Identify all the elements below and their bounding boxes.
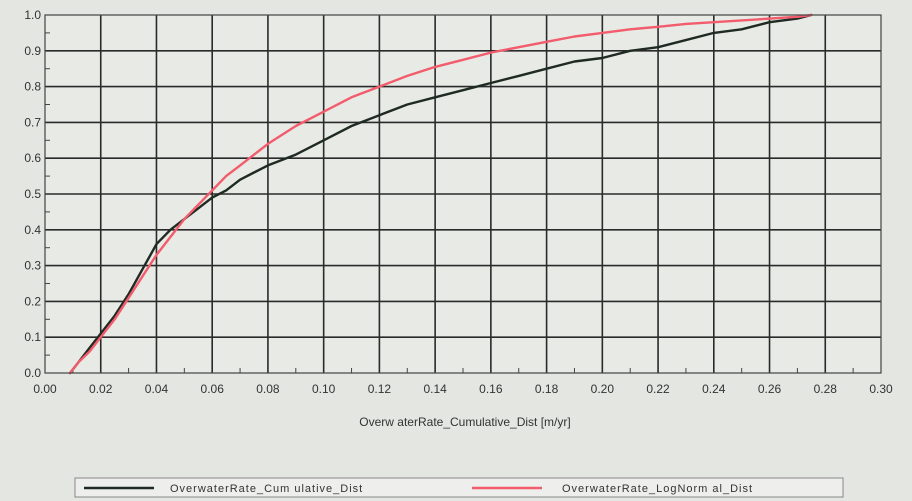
legend: OverwaterRate_Cum ulative_Dist Overwater…: [74, 477, 844, 498]
legend-label-lognormal: OverwaterRate_LogNorm al_Dist: [562, 483, 753, 495]
x-tick-label: 0.08: [256, 382, 280, 396]
x-axis-title: Overw aterRate_Cumulative_Dist [m/yr]: [359, 415, 570, 429]
x-tick-label: 0.00: [33, 382, 57, 396]
plot-border: [44, 14, 882, 374]
x-tick-label: 0.06: [201, 382, 225, 396]
x-tick-label: 0.16: [479, 382, 503, 396]
legend-box: [74, 477, 844, 498]
y-tick-label: 1.0: [24, 8, 41, 22]
x-tick-label: 0.24: [702, 382, 726, 396]
x-tick-label: 0.30: [869, 382, 893, 396]
y-tick-label: 0.3: [24, 259, 41, 273]
y-tick-label: 0.2: [24, 294, 41, 308]
y-tick-label: 0.7: [24, 115, 41, 129]
x-tick-label: 0.02: [89, 382, 113, 396]
x-tick-label: 0.12: [368, 382, 392, 396]
legend-label-cumulative: OverwaterRate_Cum ulative_Dist: [170, 483, 363, 495]
x-tick-label: 0.26: [758, 382, 782, 396]
y-tick-label: 0.1: [24, 330, 41, 344]
x-tick-labels: 0.00 0.02 0.04 0.06 0.08 0.10 0.12 0.14 0.16 0.18…: [33, 382, 893, 396]
x-tick-label: 0.28: [814, 382, 838, 396]
y-tick-label: 0.0: [24, 366, 41, 380]
x-tick-label: 0.04: [145, 382, 169, 396]
x-tick-label: 0.14: [423, 382, 447, 396]
x-tick-label: 0.22: [646, 382, 670, 396]
series-line-lognormal: [68, 13, 813, 375]
x-tick-label: 0.18: [535, 382, 559, 396]
y-tick-labels: 0.0 0.1 0.2 0.3 0.4 0.5 0.6 0.7 0.8 0.9 1.0: [24, 8, 41, 380]
series-line-cumulative: [68, 13, 813, 375]
y-tick-label: 0.6: [24, 151, 41, 165]
series-lines: [68, 13, 813, 375]
y-tick-label: 0.9: [24, 44, 41, 58]
y-tick-label: 0.4: [24, 223, 41, 237]
grid: [45, 15, 881, 373]
y-tick-label: 0.5: [24, 187, 41, 201]
x-tick-label: 0.10: [312, 382, 336, 396]
y-tick-label: 0.8: [24, 80, 41, 94]
x-tick-label: 0.20: [591, 382, 615, 396]
